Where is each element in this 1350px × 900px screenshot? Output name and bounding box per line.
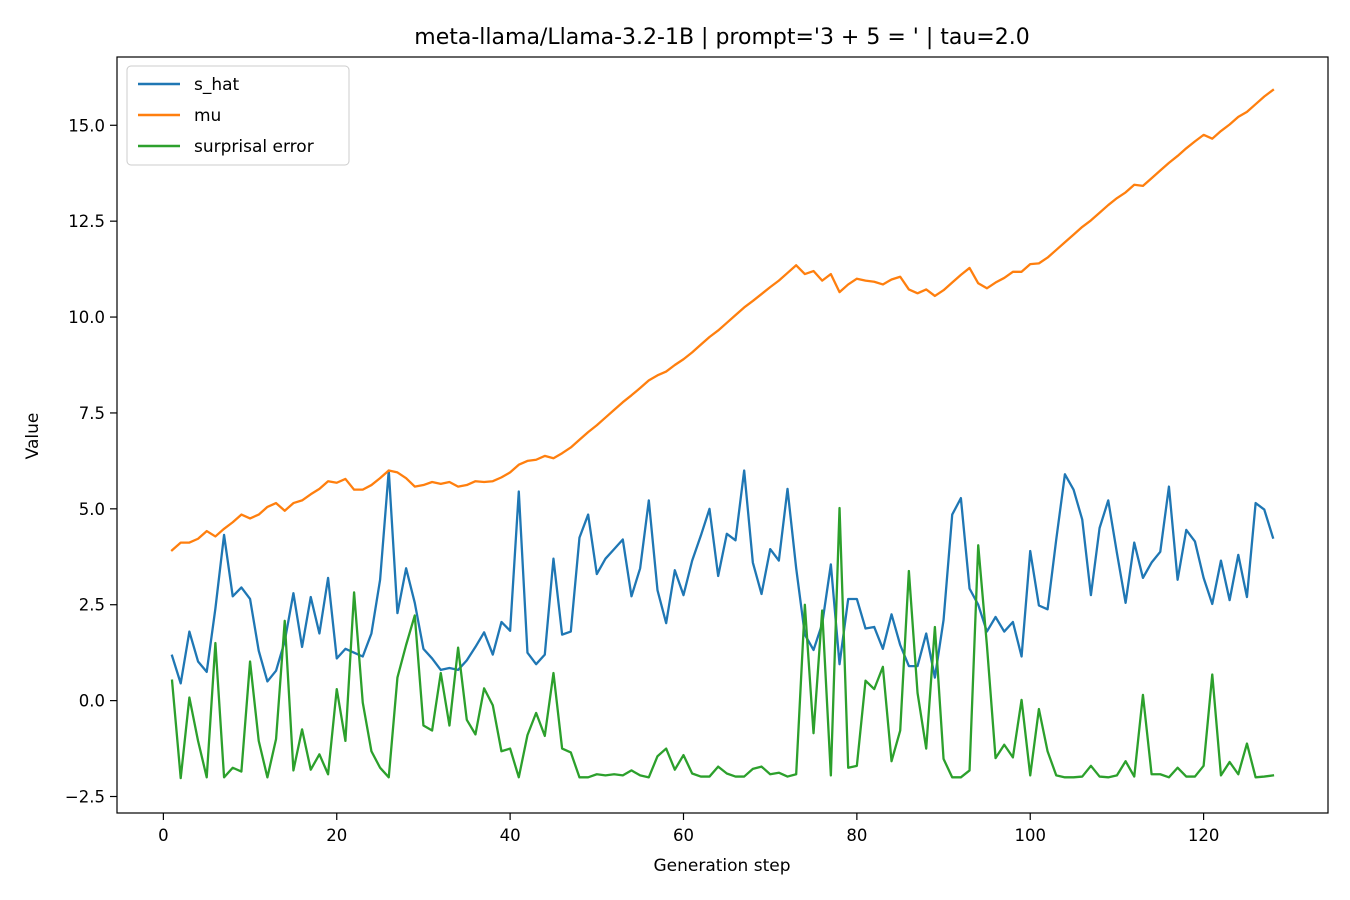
y-tick-label: 15.0 xyxy=(68,116,105,135)
x-tick-label: 20 xyxy=(326,826,347,845)
chart-title: meta-llama/Llama-3.2-1B | prompt='3 + 5 … xyxy=(414,25,1029,50)
x-tick-label: 0 xyxy=(158,826,169,845)
y-tick-label: 0.0 xyxy=(79,692,105,711)
x-tick-label: 100 xyxy=(1014,826,1046,845)
y-tick-label: 7.5 xyxy=(79,404,105,423)
y-tick-label: 12.5 xyxy=(68,212,105,231)
legend: s_hat mu surprisal error xyxy=(126,65,350,166)
y-tick-label: −2.5 xyxy=(65,788,105,807)
x-axis: 0 20 40 60 80 100 120 xyxy=(158,813,1219,845)
y-axis-label: Value xyxy=(23,413,43,460)
plot-area xyxy=(116,56,1329,814)
series-mu-line xyxy=(170,88,1275,552)
y-axis: −2.5 0.0 2.5 5.0 7.5 10.0 12.5 15.0 xyxy=(65,116,117,807)
x-axis-label: Generation step xyxy=(653,856,790,876)
y-tick-label: 2.5 xyxy=(79,596,105,615)
legend-label-surprisal-error: surprisal error xyxy=(194,137,314,157)
y-tick-label: 10.0 xyxy=(68,308,105,327)
x-tick-label: 40 xyxy=(500,826,521,845)
series-s-hat-line xyxy=(170,469,1275,685)
series-surprisal-error-line xyxy=(170,506,1275,780)
series-lines xyxy=(170,88,1275,780)
x-tick-label: 60 xyxy=(673,826,694,845)
legend-box xyxy=(126,65,350,166)
x-tick-label: 80 xyxy=(846,826,867,845)
legend-label-s-hat: s_hat xyxy=(194,75,240,95)
plot-frame xyxy=(116,56,1329,814)
y-tick-label: 5.0 xyxy=(79,500,105,519)
legend-label-mu: mu xyxy=(194,106,221,126)
x-tick-label: 120 xyxy=(1188,826,1220,845)
